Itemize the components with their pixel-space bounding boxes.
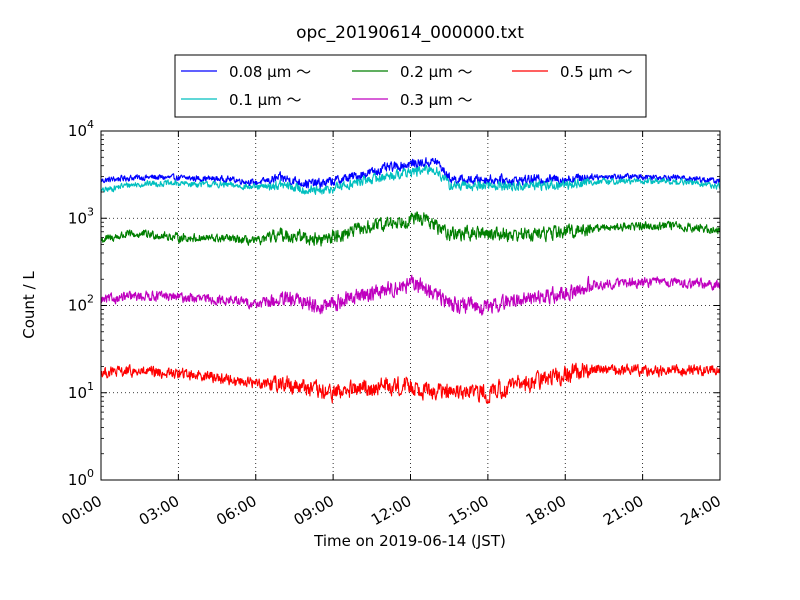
x-tick-labels: 00:00 03:00 06:00 09:00 12:00 15:00 18:00 21:00…	[59, 492, 724, 529]
y-axis-label: Count / L	[20, 271, 38, 339]
series-line-3	[100, 274, 721, 316]
y-tick-labels: 100 101 102 103 104	[68, 118, 94, 489]
series-line-2	[100, 211, 721, 247]
series-lines	[100, 157, 721, 404]
x-tick-label: 24:00	[678, 492, 724, 529]
series-line-1	[100, 164, 721, 196]
y-tick-label: 103	[68, 205, 94, 227]
x-tick-label: 21:00	[600, 492, 646, 529]
plot-area	[101, 131, 720, 480]
series-line-0	[100, 157, 721, 189]
legend-label-3: 0.3 μm ～	[400, 91, 473, 109]
y-tick-label: 101	[68, 380, 94, 402]
x-axis-label: Time on 2019-06-14 (JST)	[313, 532, 506, 550]
legend-frame	[174, 54, 647, 118]
x-tick-label: 06:00	[213, 492, 259, 529]
series-line-4	[100, 362, 721, 404]
legend-label-0: 0.08 μm ～	[229, 63, 311, 81]
legend-label-1: 0.1 μm ～	[229, 91, 302, 109]
legend: 0.08 μm ～ 0.1 μm ～ 0.2 μm ～ 0.3 μm ～ 0.5 μm …	[174, 54, 647, 118]
legend-label-4: 0.5 μm ～	[560, 63, 633, 81]
legend-label-2: 0.2 μm ～	[400, 63, 473, 81]
tick-marks	[100, 130, 721, 481]
x-tick-label: 09:00	[291, 492, 337, 529]
x-tick-label: 12:00	[368, 492, 414, 529]
x-tick-label: 00:00	[59, 492, 105, 529]
y-tick-label: 102	[68, 293, 94, 315]
y-tick-label: 100	[68, 467, 94, 489]
y-tick-label: 104	[68, 118, 94, 140]
x-tick-label: 18:00	[523, 492, 569, 529]
x-tick-label: 03:00	[136, 492, 182, 529]
x-tick-label: 15:00	[445, 492, 491, 529]
chart-title: opc_20190614_000000.txt	[296, 23, 524, 43]
